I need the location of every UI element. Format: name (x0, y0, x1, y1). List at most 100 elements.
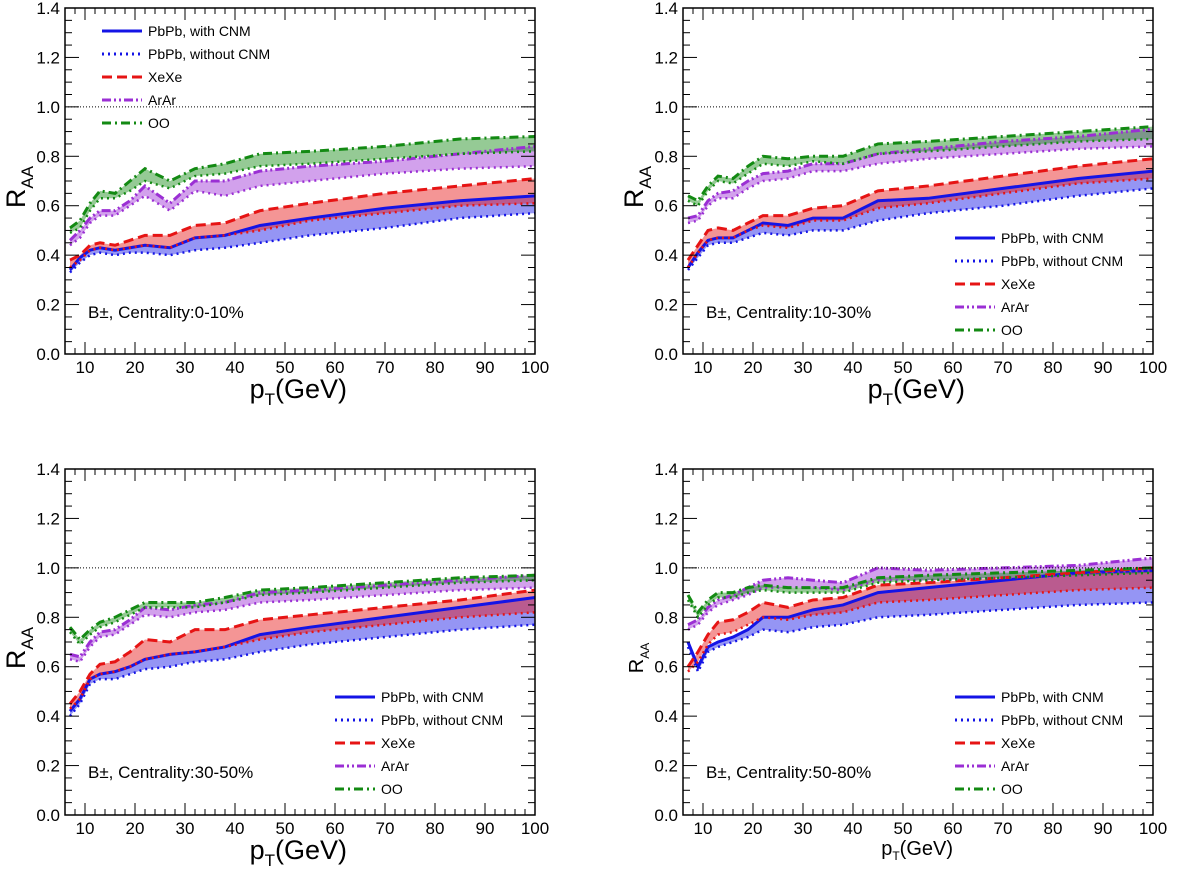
y-tick-label: 1.2 (654, 48, 678, 67)
line-oo-upper (687, 125, 1154, 203)
legend-label: ArAr (381, 758, 409, 774)
band-pbpb (70, 597, 535, 717)
x-tick-label: 10 (694, 819, 713, 838)
band-arar (70, 575, 535, 662)
legend-label: XeXe (1001, 276, 1035, 292)
x-axis-title: pT(GeV) (250, 374, 347, 409)
x-tick-label: 40 (844, 819, 863, 838)
line-pbpb-lower (69, 623, 536, 717)
legend-label: XeXe (148, 69, 182, 85)
y-tick-label: 1.2 (36, 509, 60, 528)
y-tick-label: 1.4 (36, 0, 60, 18)
x-tick-label: 50 (894, 819, 913, 838)
legend-label: PbPb, without CNM (1001, 712, 1123, 728)
legend-label: PbPb, without CNM (148, 46, 270, 62)
legend-label: OO (1001, 322, 1023, 338)
y-tick-label: 0.4 (36, 246, 60, 265)
line-arar-upper (687, 127, 1154, 220)
x-tick-label: 40 (226, 819, 245, 838)
legend-label: ArAr (148, 92, 176, 108)
x-tick-label: 80 (1044, 819, 1063, 838)
y-tick-label: 1.0 (36, 98, 60, 117)
y-tick-label: 0.2 (654, 757, 678, 776)
x-tick-label: 20 (126, 358, 145, 377)
y-tick-label: 0.0 (36, 345, 60, 364)
x-tick-label: 40 (844, 358, 863, 377)
y-tick-label: 0.0 (36, 806, 60, 825)
legend: PbPb, with CNM PbPb, without CNM XeXe ArAr O… (955, 689, 1123, 797)
x-tick-label: 50 (276, 819, 295, 838)
x-tick-label: 20 (126, 819, 145, 838)
y-tick-label: 0.8 (36, 608, 60, 627)
line-xexe-lower (69, 611, 536, 710)
y-tick-label: 0.2 (654, 296, 678, 315)
x-tick-label: 10 (76, 819, 95, 838)
x-tick-label: 100 (521, 819, 549, 838)
line-arar-upper (68, 144, 536, 242)
legend-label: PbPb, without CNM (1001, 253, 1123, 269)
y-tick-label: 1.4 (654, 460, 678, 479)
y-tick-label: 1.2 (654, 509, 678, 528)
x-axis-title: pT(GeV) (250, 835, 347, 870)
line-xexe-upper (68, 588, 536, 705)
x-tick-label: 90 (1094, 819, 1113, 838)
y-tick-label: 1.2 (36, 48, 60, 67)
x-tick-label: 70 (376, 819, 395, 838)
line-pbpb-lower (687, 187, 1154, 271)
y-tick-label: 1.0 (36, 559, 60, 578)
panel-label: B±, Centrality:0-10% (88, 303, 244, 322)
x-axis-title: pT(GeV) (881, 838, 953, 863)
x-tick-label: 90 (476, 358, 495, 377)
x-tick-label: 80 (1044, 358, 1063, 377)
y-tick-label: 0.8 (36, 147, 60, 166)
x-tick-label: 80 (426, 819, 445, 838)
x-tick-label: 30 (794, 358, 813, 377)
panel-3: 10 20 30 40 50 60 70 80 90 100 0.0 0.2 0.4 0.6 0.8 1.0 1… (1, 460, 549, 870)
x-tick-label: 100 (1139, 819, 1167, 838)
band-pbpb (688, 570, 1153, 672)
legend-label: XeXe (381, 735, 415, 751)
x-tick-label: 50 (276, 358, 295, 377)
legend-label: ArAr (1001, 758, 1029, 774)
line-xexe-lower (686, 177, 1154, 269)
x-tick-label: 100 (1139, 358, 1167, 377)
legend-label: PbPb, with CNM (381, 689, 484, 705)
x-axis-title: pT(GeV) (868, 374, 965, 409)
band-oo (70, 136, 535, 233)
y-tick-label: 1.4 (36, 460, 60, 479)
x-tick-label: 70 (994, 819, 1013, 838)
legend-label: OO (381, 781, 403, 797)
y-tick-label: 0.4 (654, 246, 678, 265)
line-oo-upper (69, 135, 536, 230)
panel-label: B±, Centrality:10-30% (706, 303, 871, 322)
x-tick-label: 50 (894, 358, 913, 377)
legend-label: OO (148, 115, 170, 131)
legend-label: PbPb, with CNM (1001, 230, 1104, 246)
line-xexe-lower (687, 586, 1154, 673)
legend: PbPb, with CNM PbPb, without CNM XeXe ArAr O… (102, 23, 270, 131)
legend-label: OO (1001, 781, 1023, 797)
y-tick-label: 0.8 (654, 608, 678, 627)
line-xexe-upper (686, 566, 1154, 668)
line-arar-upper (69, 573, 536, 659)
legend: PbPb, with CNM PbPb, without CNM XeXe ArAr O… (955, 230, 1123, 338)
x-tick-label: 30 (794, 819, 813, 838)
line-arar-lower (687, 145, 1154, 225)
x-tick-label: 60 (944, 819, 963, 838)
line-oo-upper (68, 573, 536, 642)
line-pbpb-upper (686, 568, 1154, 671)
panel-label: B±, Centrality:50-80% (706, 763, 871, 782)
y-tick-label: 0.2 (36, 757, 60, 776)
line-xexe-lower (69, 201, 536, 269)
x-tick-label: 40 (226, 358, 245, 377)
y-tick-label: 0.2 (36, 296, 60, 315)
x-tick-label: 100 (521, 358, 549, 377)
y-tick-label: 1.4 (654, 0, 678, 18)
y-axis-title: RAA (619, 165, 655, 208)
y-tick-label: 1.0 (654, 559, 678, 578)
band-arar (688, 129, 1153, 224)
band-xexe (688, 158, 1153, 268)
line-oo-upper (686, 566, 1154, 615)
band-arar (70, 146, 535, 246)
